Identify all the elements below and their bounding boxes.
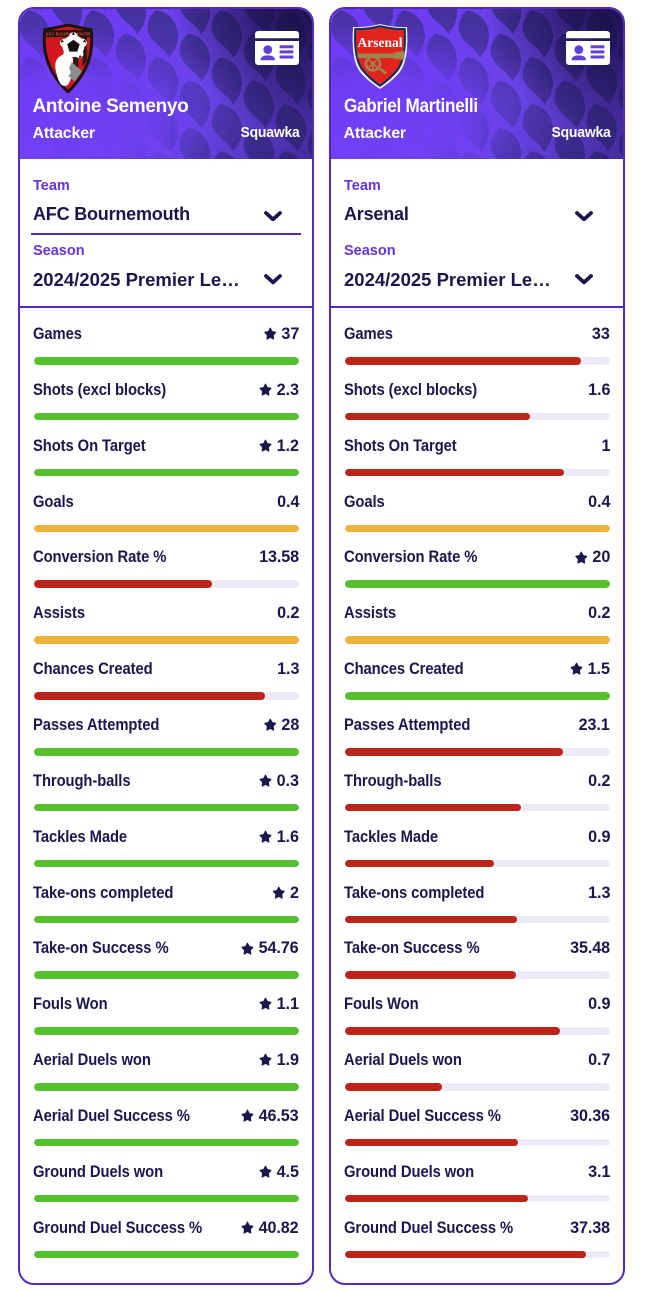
svg-text:Arsenal: Arsenal	[358, 35, 403, 50]
svg-text:AFC BOURNEMOUTH: AFC BOURNEMOUTH	[45, 31, 90, 36]
